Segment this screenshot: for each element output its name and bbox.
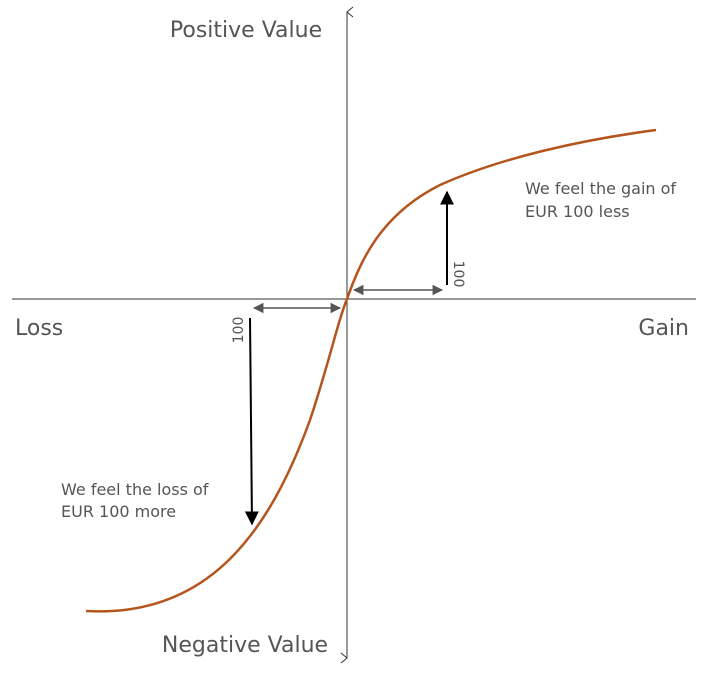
loss-impact-arrow xyxy=(244,317,259,526)
value-curve xyxy=(85,128,657,613)
gain-label: Gain xyxy=(638,316,689,341)
loss-label: Loss xyxy=(15,316,63,341)
loss-amount-label: 100 xyxy=(231,317,247,344)
gain-amount-label: 100 xyxy=(450,261,466,288)
loss-note-line-1: We feel the loss of xyxy=(61,480,209,499)
gain-note-line-2: EUR 100 less xyxy=(525,202,630,221)
positive-value-label: Positive Value xyxy=(170,18,322,43)
gain-note-line-1: We feel the gain of xyxy=(525,179,676,198)
negative-value-label: Negative Value xyxy=(162,633,328,658)
loss-note-line-2: EUR 100 more xyxy=(61,502,176,521)
